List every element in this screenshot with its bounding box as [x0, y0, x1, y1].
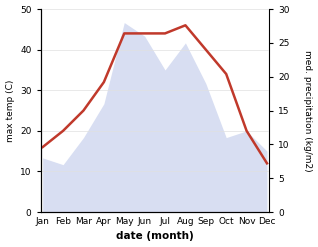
Y-axis label: med. precipitation (kg/m2): med. precipitation (kg/m2) — [303, 50, 313, 171]
Y-axis label: max temp (C): max temp (C) — [5, 79, 15, 142]
X-axis label: date (month): date (month) — [116, 231, 194, 242]
